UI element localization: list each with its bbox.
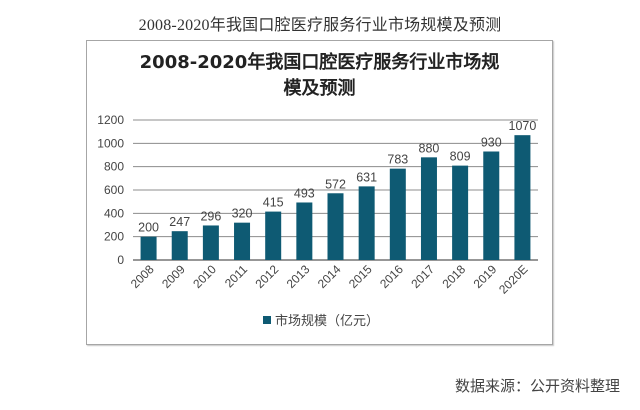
bar <box>358 186 375 260</box>
data-label: 200 <box>138 221 159 235</box>
legend-swatch <box>263 316 271 324</box>
data-label: 296 <box>200 209 221 223</box>
data-label: 247 <box>169 215 190 229</box>
data-label: 320 <box>232 207 253 221</box>
data-label: 415 <box>263 196 284 210</box>
y-tick-label: 1000 <box>97 136 124 150</box>
x-tick-label: 2009 <box>159 262 188 291</box>
x-tick-label: 2018 <box>439 262 468 291</box>
data-label: 493 <box>294 186 315 200</box>
y-axis-ticks: 0 200 400 600 800 1000 1200 <box>97 113 124 267</box>
bar <box>483 151 500 260</box>
x-tick-label: 2020E <box>496 262 530 296</box>
bar <box>389 168 406 260</box>
bar <box>327 193 344 260</box>
data-label: 631 <box>356 170 377 184</box>
page-caption: 2008-2020年我国口腔医疗服务行业市场规模及预测 <box>138 17 502 34</box>
x-tick-label: 2015 <box>346 262 375 291</box>
y-tick-label: 0 <box>117 253 124 267</box>
x-tick-label: 2014 <box>315 262 344 291</box>
x-axis-ticks: 2008 2009 2010 2011 2012 2013 2014 2015 2016 2017… <box>128 262 531 297</box>
bar <box>514 135 531 260</box>
y-tick-label: 800 <box>104 160 124 174</box>
bar <box>234 222 251 260</box>
data-label: 783 <box>387 153 408 167</box>
x-tick-label: 2012 <box>253 262 282 291</box>
data-label: 1070 <box>509 119 537 133</box>
bar <box>140 236 157 260</box>
chart-title-line-1: 2008-2020年我国口腔医疗服务行业市场规 <box>139 52 500 73</box>
data-label: 809 <box>450 150 471 164</box>
data-label: 880 <box>419 141 440 155</box>
chart-title-line-2: 模及预测 <box>283 78 356 99</box>
data-label: 572 <box>325 177 346 191</box>
y-tick-label: 200 <box>104 230 124 244</box>
x-tick-label: 2011 <box>222 262 250 290</box>
x-tick-label: 2010 <box>190 262 219 291</box>
bar <box>265 211 282 260</box>
y-tick-label: 1200 <box>97 113 124 127</box>
data-labels: 200 247 296 320 415 493 572 631 783 880 809 930 1070 <box>138 119 536 235</box>
bar <box>171 231 188 260</box>
x-tick-label: 2013 <box>284 262 313 291</box>
x-tick-label: 2017 <box>408 262 437 291</box>
bars <box>140 135 531 260</box>
x-tick-label: 2016 <box>377 262 406 291</box>
x-tick-label: 2008 <box>128 262 157 291</box>
chart-frame <box>86 40 553 345</box>
y-tick-label: 400 <box>104 206 124 220</box>
bar <box>296 202 313 260</box>
legend-label: 市场规模（亿元） <box>275 313 379 329</box>
data-label: 930 <box>481 136 502 150</box>
bar <box>452 165 469 260</box>
chart-title: 2008-2020年我国口腔医疗服务行业市场规 模及预测 <box>86 50 553 102</box>
bar <box>420 157 437 260</box>
bar <box>202 225 219 260</box>
legend: 市场规模（亿元） <box>263 313 379 329</box>
source-note: 数据来源：公开资料整理 <box>454 379 620 395</box>
y-tick-label: 600 <box>104 183 124 197</box>
